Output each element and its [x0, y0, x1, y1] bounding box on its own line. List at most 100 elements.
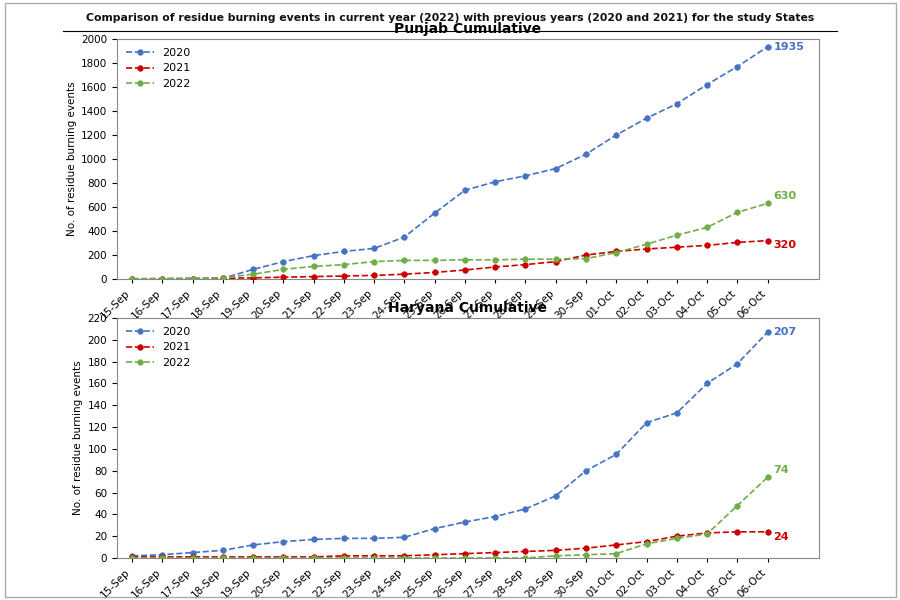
2021 — [278, 553, 289, 560]
2022 — [580, 255, 591, 262]
2021 — [460, 266, 471, 274]
2020 — [611, 451, 622, 458]
2022 — [732, 209, 742, 216]
2020 — [429, 525, 440, 532]
Text: 320: 320 — [774, 241, 796, 250]
2021 — [702, 242, 713, 249]
2021 — [580, 545, 591, 552]
2022 — [551, 256, 562, 263]
2022 — [490, 554, 500, 562]
2021 — [157, 553, 167, 560]
2020 — [520, 172, 531, 179]
2021 — [338, 552, 349, 559]
2021 — [187, 275, 198, 282]
2020 — [399, 233, 410, 241]
2022 — [490, 256, 500, 263]
2022 — [671, 232, 682, 239]
2022 — [218, 554, 229, 562]
2021 — [520, 261, 531, 268]
2020 — [369, 245, 380, 252]
Text: Comparison of residue burning events in current year (2022) with previous years : Comparison of residue burning events in … — [86, 13, 814, 23]
2021 — [732, 239, 742, 246]
2020 — [127, 552, 138, 559]
2021 — [278, 274, 289, 281]
2020 — [460, 187, 471, 194]
2020 — [641, 419, 652, 427]
2020 — [551, 492, 562, 499]
2022 — [309, 554, 320, 562]
2022 — [338, 261, 349, 268]
2020 — [671, 409, 682, 416]
2020 — [762, 329, 773, 336]
2022 — [369, 554, 380, 562]
2021 — [429, 269, 440, 276]
2022 — [248, 271, 258, 278]
2022 — [187, 275, 198, 282]
2022 — [520, 554, 531, 562]
2020 — [762, 43, 773, 50]
2021 — [611, 248, 622, 255]
2021 — [127, 275, 138, 283]
2022 — [399, 554, 410, 562]
2021 — [218, 275, 229, 282]
2022 — [338, 554, 349, 562]
2020 — [309, 536, 320, 543]
2020 — [309, 252, 320, 259]
2022 — [641, 540, 652, 547]
2021 — [520, 548, 531, 555]
2022 — [127, 554, 138, 562]
2021 — [671, 244, 682, 251]
2022 — [157, 554, 167, 562]
2020 — [732, 63, 742, 70]
Line: 2021: 2021 — [130, 238, 770, 281]
2022 — [218, 274, 229, 281]
2021 — [551, 258, 562, 265]
2021 — [671, 533, 682, 540]
2021 — [702, 529, 713, 536]
2020 — [611, 131, 622, 139]
2020 — [338, 535, 349, 542]
Y-axis label: No. of residue burning events: No. of residue burning events — [74, 361, 84, 515]
2022 — [278, 266, 289, 273]
2021 — [399, 271, 410, 278]
2021 — [127, 553, 138, 560]
2022 — [460, 554, 471, 562]
2021 — [309, 553, 320, 560]
2020 — [580, 467, 591, 475]
Line: 2020: 2020 — [130, 44, 770, 281]
2021 — [641, 538, 652, 545]
Line: 2021: 2021 — [130, 529, 770, 560]
2022 — [611, 550, 622, 557]
2021 — [429, 551, 440, 559]
2020 — [369, 535, 380, 542]
Y-axis label: No. of residue burning events: No. of residue burning events — [67, 82, 76, 236]
2021 — [338, 272, 349, 280]
2022 — [641, 241, 652, 248]
2022 — [429, 257, 440, 264]
2020 — [702, 81, 713, 88]
2020 — [399, 533, 410, 541]
2020 — [429, 209, 440, 217]
2021 — [369, 552, 380, 559]
2020 — [187, 549, 198, 556]
2021 — [460, 550, 471, 557]
Text: 207: 207 — [774, 327, 796, 337]
2022 — [460, 256, 471, 263]
2021 — [732, 528, 742, 535]
2022 — [248, 554, 258, 562]
2022 — [702, 224, 713, 231]
2020 — [248, 266, 258, 273]
2021 — [490, 549, 500, 556]
Legend: 2020, 2021, 2022: 2020, 2021, 2022 — [122, 323, 194, 371]
2021 — [187, 553, 198, 560]
2022 — [157, 275, 167, 282]
2022 — [520, 256, 531, 263]
2022 — [762, 473, 773, 481]
2022 — [399, 257, 410, 264]
2021 — [762, 237, 773, 244]
2020 — [551, 165, 562, 172]
2021 — [248, 274, 258, 281]
2020 — [248, 541, 258, 548]
Text: 630: 630 — [774, 191, 796, 201]
2022 — [127, 275, 138, 283]
